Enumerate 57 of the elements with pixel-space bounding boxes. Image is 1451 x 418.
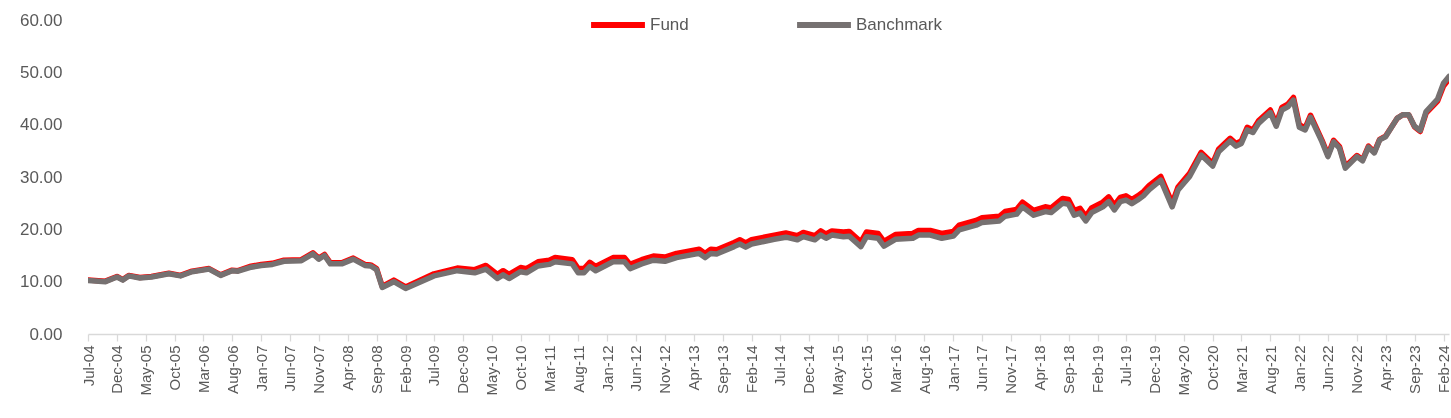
y-tick-label: 50.00 <box>19 62 63 82</box>
x-tick-label: Nov-17 <box>1002 345 1020 394</box>
x-tick-label: Aug-11 <box>569 345 587 393</box>
x-tick-label: Jun-07 <box>281 345 299 392</box>
x-tick-label: Feb-09 <box>397 345 415 394</box>
x-tick-label: Apr-18 <box>1031 345 1049 391</box>
y-tick-label: 60.00 <box>19 10 63 30</box>
x-tick-label: Jul-19 <box>1117 345 1135 387</box>
x-tick-label: Sep-13 <box>714 345 732 394</box>
x-tick-label: Oct-05 <box>166 345 184 391</box>
x-tick-label: Jan-17 <box>944 345 962 392</box>
x-tick-label: Sep-08 <box>368 345 386 394</box>
x-tick-label: Aug-06 <box>223 345 241 394</box>
x-tick-label: Feb-24 <box>1435 345 1451 394</box>
x-tick-label: Mar-06 <box>194 345 212 394</box>
x-tick-label: Dec-09 <box>454 345 472 394</box>
x-tick-label: Aug-16 <box>915 345 933 394</box>
x-tick-label: Oct-10 <box>512 345 530 391</box>
x-tick-label: Jul-14 <box>771 345 789 387</box>
y-tick-label: 40.00 <box>19 115 63 135</box>
x-tick-label: Jun-17 <box>973 345 991 392</box>
x-tick-label: Jul-04 <box>79 345 97 387</box>
x-tick-label: Jun-12 <box>627 345 645 392</box>
y-tick-label: 10.00 <box>19 272 63 292</box>
x-tick-label: Sep-23 <box>1406 345 1424 394</box>
x-tick-label: May-05 <box>137 345 155 396</box>
x-tick-label: May-15 <box>829 345 847 396</box>
x-tick-label: Feb-19 <box>1089 345 1107 394</box>
legend-label: Fund <box>650 15 689 34</box>
x-tick-label: Jan-22 <box>1290 345 1308 392</box>
x-tick-label: May-20 <box>1175 345 1193 396</box>
x-tick-label: Jun-22 <box>1319 345 1337 392</box>
y-tick-label: 30.00 <box>19 167 63 187</box>
x-tick-label: Oct-20 <box>1204 345 1222 391</box>
y-tick-label: 20.00 <box>19 219 63 239</box>
x-tick-label: Mar-16 <box>886 345 904 394</box>
x-tick-label: Mar-21 <box>1232 345 1250 394</box>
x-tick-label: May-10 <box>483 345 501 396</box>
x-tick-label: Dec-19 <box>1146 345 1164 394</box>
x-tick-label: Sep-18 <box>1060 345 1078 394</box>
x-tick-label: Nov-22 <box>1348 345 1366 394</box>
x-tick-label: Apr-13 <box>685 345 703 391</box>
x-tick-label: Nov-12 <box>656 345 674 394</box>
x-tick-label: Jan-12 <box>598 345 616 392</box>
x-tick-label: Nov-07 <box>310 345 328 394</box>
x-tick-label: Feb-14 <box>743 345 761 394</box>
y-tick-label: 0.00 <box>29 324 63 344</box>
x-tick-label: Mar-11 <box>540 345 558 392</box>
x-tick-label: Dec-04 <box>108 345 126 394</box>
x-tick-label: Oct-15 <box>858 345 876 391</box>
x-tick-label: Apr-08 <box>339 345 357 391</box>
x-tick-label: Apr-23 <box>1377 345 1395 391</box>
legend-label: Banchmark <box>856 15 943 34</box>
x-tick-label: Dec-14 <box>800 345 818 394</box>
x-tick-label: Aug-21 <box>1261 345 1279 394</box>
x-tick-label: Jul-09 <box>425 345 443 387</box>
x-tick-label: Jan-07 <box>252 345 270 392</box>
